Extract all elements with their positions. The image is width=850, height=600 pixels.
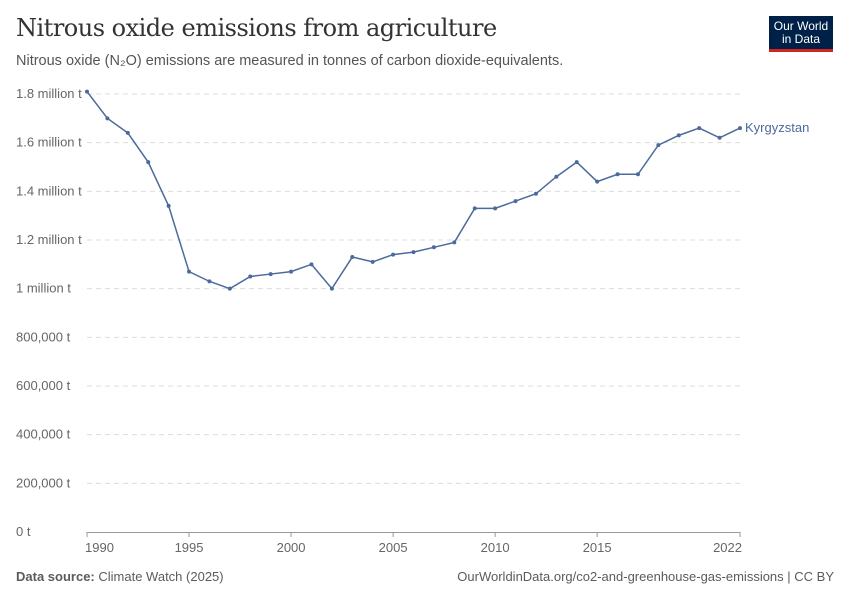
x-tick-label: 2015 — [583, 540, 612, 555]
chart-title: Nitrous oxide emissions from agriculture — [16, 14, 497, 42]
data-point — [146, 160, 151, 165]
owid-logo[interactable]: Our World in Data — [769, 16, 833, 52]
y-tick-label: 1.4 million t — [16, 183, 82, 198]
data-point — [166, 203, 171, 208]
y-tick-label: 800,000 t — [16, 329, 71, 344]
data-point — [656, 143, 661, 148]
data-point — [595, 179, 600, 184]
data-point — [574, 160, 579, 165]
data-point — [676, 133, 681, 138]
x-tick-label: 2010 — [481, 540, 510, 555]
x-tick-label: 2000 — [277, 540, 306, 555]
data-point — [125, 130, 130, 135]
y-tick-label: 600,000 t — [16, 378, 71, 393]
y-tick-label: 400,000 t — [16, 427, 71, 442]
y-tick-label: 200,000 t — [16, 475, 71, 490]
data-point — [350, 255, 355, 260]
data-point — [187, 269, 192, 274]
chart-subtitle: Nitrous oxide (N₂O) emissions are measur… — [16, 53, 564, 69]
data-source: Data source: Climate Watch (2025) — [16, 569, 224, 584]
data-point — [309, 262, 314, 267]
data-point — [615, 172, 620, 177]
data-point — [207, 279, 212, 284]
data-point — [493, 206, 498, 211]
y-tick-label: 0 t — [16, 524, 31, 539]
series-label: Kyrgyzstan — [745, 120, 809, 135]
x-tick-label: 2022 — [713, 540, 742, 555]
data-point — [431, 245, 436, 250]
data-point — [289, 269, 294, 274]
y-tick-label: 1.6 million t — [16, 135, 82, 150]
data-point — [738, 126, 742, 131]
data-point — [370, 259, 375, 264]
footer-url[interactable]: OurWorldinData.org/co2-and-greenhouse-ga… — [457, 569, 834, 584]
data-point — [391, 252, 396, 257]
data-point — [635, 172, 640, 177]
source-link[interactable]: Climate Watch (2025) — [98, 569, 224, 584]
data-point — [411, 250, 416, 255]
y-tick-label: 1.2 million t — [16, 232, 82, 247]
data-point — [248, 274, 253, 279]
data-point — [554, 174, 559, 179]
x-tick-label: 1990 — [85, 540, 114, 555]
data-point — [717, 135, 722, 140]
series-line — [86, 91, 741, 290]
data-point — [268, 272, 273, 277]
x-tick-label: 2005 — [379, 540, 408, 555]
data-point — [513, 199, 518, 204]
y-tick-label: 1.8 million t — [16, 86, 82, 101]
data-point — [85, 89, 89, 94]
data-point — [227, 286, 232, 291]
data-point — [533, 191, 538, 196]
y-tick-label: 1 million t — [16, 281, 71, 296]
data-point — [472, 206, 477, 211]
data-point — [697, 126, 702, 131]
source-label: Data source: — [16, 569, 95, 584]
data-point — [105, 116, 110, 121]
data-point — [329, 286, 334, 291]
data-point — [452, 240, 457, 245]
x-tick-label: 1995 — [175, 540, 204, 555]
